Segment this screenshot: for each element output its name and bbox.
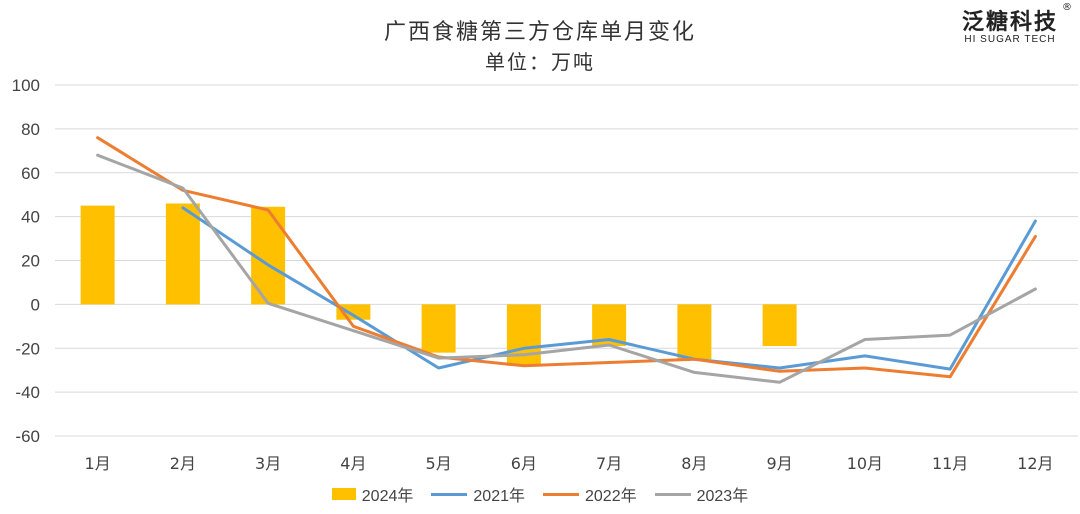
chart-plot: 100 80 60 40 20 0 -20 -40 -60 1月 2月 3月 4月 5月 6月 7月 8月 9月 1…	[12, 76, 1078, 473]
y-tick-label: -60	[15, 427, 40, 446]
legend-swatch	[431, 492, 468, 496]
legend-item: 2022年	[543, 482, 637, 506]
legend-label: 2021年	[473, 488, 525, 505]
legend-item: 2024年	[331, 482, 414, 506]
chart-title: 广西食糖第三方仓库单月变化	[383, 20, 696, 45]
legend-label: 2022年	[585, 488, 637, 505]
line-series-2022年	[96, 136, 1037, 379]
line-series-2023年	[96, 153, 1037, 384]
y-tick-label: 80	[21, 120, 40, 139]
x-tick-label: 11月	[932, 454, 968, 473]
bar-2024年	[165, 203, 200, 305]
bar-2024年	[762, 304, 797, 347]
x-tick-label: 7月	[596, 454, 622, 473]
brand-logo: 泛糖科技 ® HI SUGAR TECH	[950, 2, 1072, 45]
line-series-2021年	[181, 206, 1037, 371]
bar-2024年	[421, 304, 456, 353]
logo-cn-text: 泛糖科技	[961, 10, 1058, 35]
chart-subtitle: 单位：万吨	[485, 50, 595, 74]
x-tick-label: 10月	[847, 454, 883, 473]
legend-swatch	[331, 488, 356, 500]
x-tick-label: 2月	[170, 454, 196, 473]
x-tick-label: 3月	[255, 454, 281, 473]
registered-mark: ®	[1062, 2, 1074, 13]
y-tick-label: 0	[31, 295, 40, 314]
x-tick-label: 6月	[511, 454, 537, 473]
x-tick-label: 1月	[85, 454, 111, 473]
y-tick-label: -40	[15, 383, 40, 402]
y-tick-label: 100	[12, 76, 40, 95]
legend-swatch	[654, 492, 691, 496]
legend-item: 2023年	[654, 482, 749, 506]
x-tick-label: 9月	[767, 454, 793, 473]
legend-label: 2023年	[696, 488, 749, 505]
y-tick-label: -20	[15, 339, 40, 358]
x-tick-label: 5月	[426, 454, 452, 473]
chart-legend: 2024年 2021年 2022年 2023年	[0, 482, 1080, 506]
bar-2024年	[677, 304, 712, 360]
y-tick-label: 60	[21, 164, 40, 183]
legend-item: 2021年	[431, 482, 525, 506]
y-tick-label: 20	[21, 252, 40, 271]
legend-swatch	[543, 492, 579, 496]
x-tick-label: 12月	[1017, 454, 1053, 473]
legend-label: 2024年	[361, 488, 414, 505]
y-tick-label: 40	[21, 208, 40, 227]
x-tick-label: 4月	[340, 454, 366, 473]
logo-en-text: HI SUGAR TECH	[964, 34, 1056, 45]
x-tick-label: 8月	[681, 454, 707, 473]
bar-2024年	[80, 205, 115, 305]
